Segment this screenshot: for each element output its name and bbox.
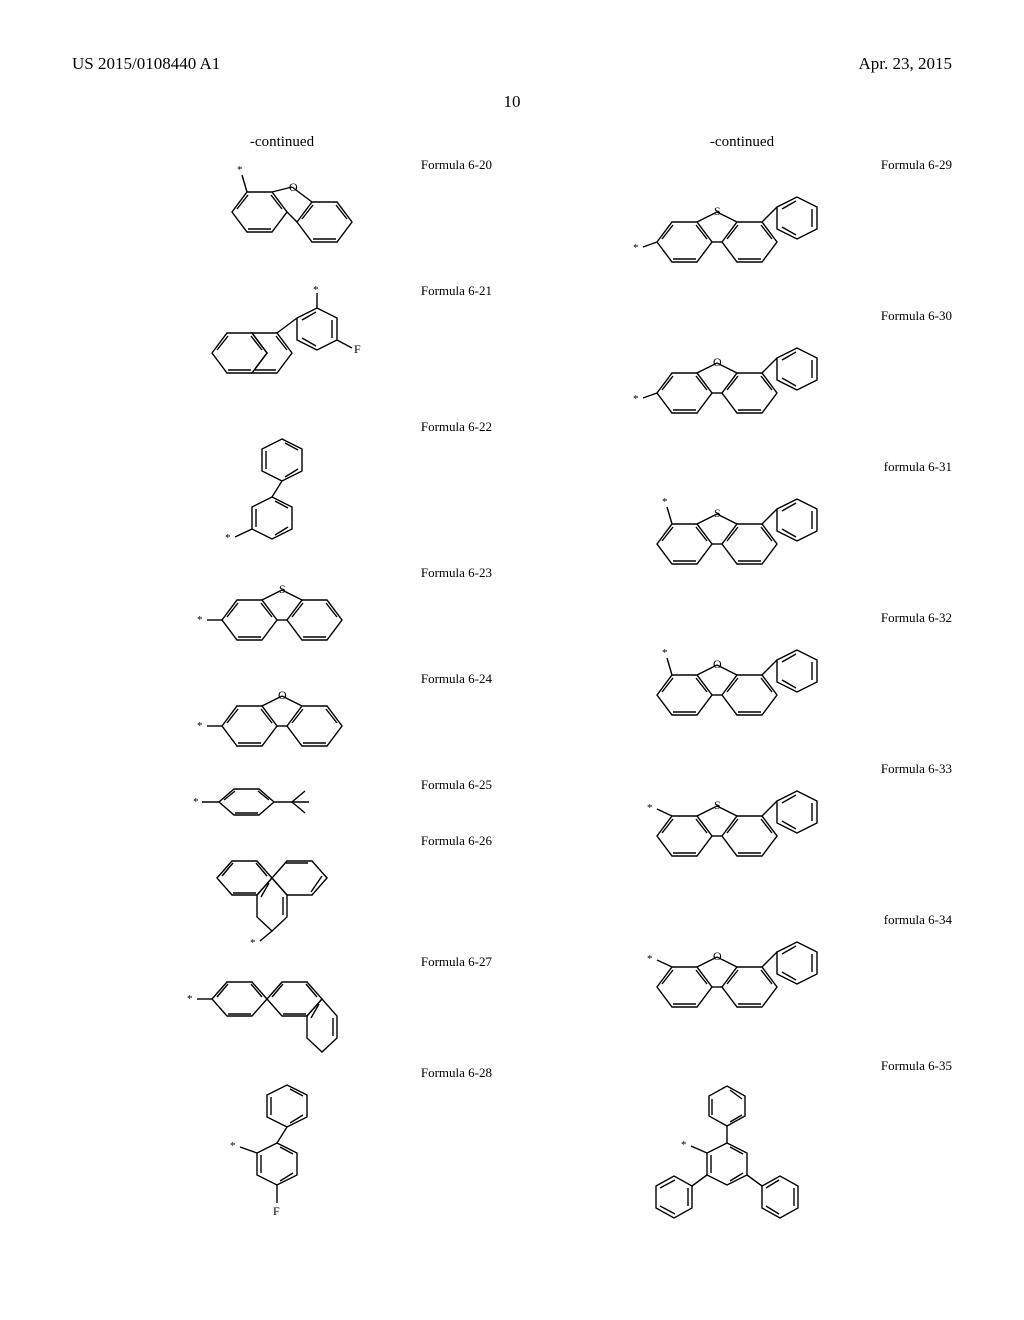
svg-text:*: * — [633, 393, 639, 405]
svg-text:S: S — [714, 506, 721, 520]
svg-text:*: * — [225, 532, 231, 544]
structure-6-33: S * — [627, 761, 857, 906]
structure-6-25: * — [187, 777, 377, 827]
svg-text:S: S — [714, 204, 721, 218]
formula-6-26: Formula 6-26 * — [72, 833, 492, 948]
formula-6-23: Formula 6-23 S * — [72, 565, 492, 665]
svg-text:*: * — [237, 164, 243, 176]
svg-text:O: O — [713, 657, 722, 671]
svg-text:*: * — [647, 953, 653, 965]
formula-6-22: Formula 6-22 * — [72, 419, 492, 559]
svg-text:*: * — [313, 284, 319, 296]
formula-label: Formula 6-29 — [881, 157, 952, 173]
continued-label-left: -continued — [72, 134, 492, 151]
svg-text:*: * — [187, 993, 193, 1005]
svg-text:*: * — [250, 937, 256, 948]
two-column-body: -continued Formula 6-20 O — [72, 134, 952, 1254]
formula-label: Formula 6-24 — [421, 671, 492, 687]
patent-page: US 2015/0108440 A1 Apr. 23, 2015 10 -con… — [0, 0, 1024, 1320]
formula-label: Formula 6-25 — [421, 777, 492, 793]
svg-text:*: * — [647, 802, 653, 814]
structure-6-31: S * — [627, 459, 857, 604]
structure-6-30: O * — [627, 308, 857, 453]
svg-text:*: * — [230, 1140, 236, 1152]
structure-6-23: S * — [187, 565, 377, 665]
formula-6-32: Formula 6-32 O * — [532, 610, 952, 755]
formula-6-20: Formula 6-20 O * — [72, 157, 492, 277]
formula-label: Formula 6-32 — [881, 610, 952, 626]
structure-6-34: O * — [627, 912, 857, 1052]
svg-text:*: * — [193, 796, 199, 808]
formula-label: formula 6-31 — [884, 459, 952, 475]
left-column: -continued Formula 6-20 O — [72, 134, 492, 1254]
svg-text:*: * — [197, 720, 203, 732]
structure-6-32: O * — [627, 610, 857, 755]
svg-text:*: * — [662, 647, 668, 659]
formula-label: Formula 6-27 — [421, 954, 492, 970]
formula-6-29: Formula 6-29 S * — [532, 157, 952, 302]
svg-text:O: O — [713, 949, 722, 963]
svg-text:F: F — [354, 342, 361, 356]
structure-6-27: * — [177, 954, 387, 1059]
structure-6-21: * F — [182, 283, 382, 413]
formula-label: Formula 6-30 — [881, 308, 952, 324]
svg-text:*: * — [197, 614, 203, 626]
formula-6-34: formula 6-34 O * — [532, 912, 952, 1052]
structure-6-26: * — [182, 833, 382, 948]
svg-text:S: S — [279, 582, 286, 596]
structure-6-35: * — [627, 1058, 857, 1248]
svg-text:O: O — [278, 688, 287, 702]
svg-text:S: S — [714, 798, 721, 812]
formula-6-35: Formula 6-35 — [532, 1058, 952, 1248]
formula-label: Formula 6-28 — [421, 1065, 492, 1081]
publication-number: US 2015/0108440 A1 — [72, 54, 220, 74]
formula-label: Formula 6-22 — [421, 419, 492, 435]
formula-6-31: formula 6-31 S * — [532, 459, 952, 604]
header-row: US 2015/0108440 A1 Apr. 23, 2015 — [72, 54, 952, 74]
structure-6-22: * — [197, 419, 367, 559]
formula-6-28: Formula 6-28 * F — [72, 1065, 492, 1220]
formula-6-33: Formula 6-33 S * — [532, 761, 952, 906]
svg-text:F: F — [273, 1204, 280, 1218]
formula-label: formula 6-34 — [884, 912, 952, 928]
svg-text:*: * — [662, 496, 668, 508]
formula-6-25: Formula 6-25 * — [72, 777, 492, 827]
svg-text:O: O — [713, 355, 722, 369]
formula-label: Formula 6-20 — [421, 157, 492, 173]
svg-text:O: O — [289, 180, 298, 194]
formula-6-24: Formula 6-24 O * — [72, 671, 492, 771]
formula-label: Formula 6-23 — [421, 565, 492, 581]
formula-label: Formula 6-26 — [421, 833, 492, 849]
formula-6-30: Formula 6-30 O * — [532, 308, 952, 453]
page-number: 10 — [72, 92, 952, 112]
continued-label-right: -continued — [532, 134, 952, 151]
structure-6-28: * F — [192, 1065, 372, 1220]
svg-text:*: * — [633, 242, 639, 254]
formula-label: Formula 6-35 — [881, 1058, 952, 1074]
structure-6-29: S * — [627, 157, 857, 302]
publication-date: Apr. 23, 2015 — [859, 54, 953, 74]
formula-label: Formula 6-21 — [421, 283, 492, 299]
formula-6-27: Formula 6-27 * — [72, 954, 492, 1059]
svg-text:*: * — [681, 1139, 687, 1151]
formula-6-21: Formula 6-21 * F — [72, 283, 492, 413]
right-column: -continued Formula 6-29 S * — [532, 134, 952, 1254]
structure-6-20: O * — [192, 157, 372, 277]
formula-label: Formula 6-33 — [881, 761, 952, 777]
structure-6-24: O * — [187, 671, 377, 771]
